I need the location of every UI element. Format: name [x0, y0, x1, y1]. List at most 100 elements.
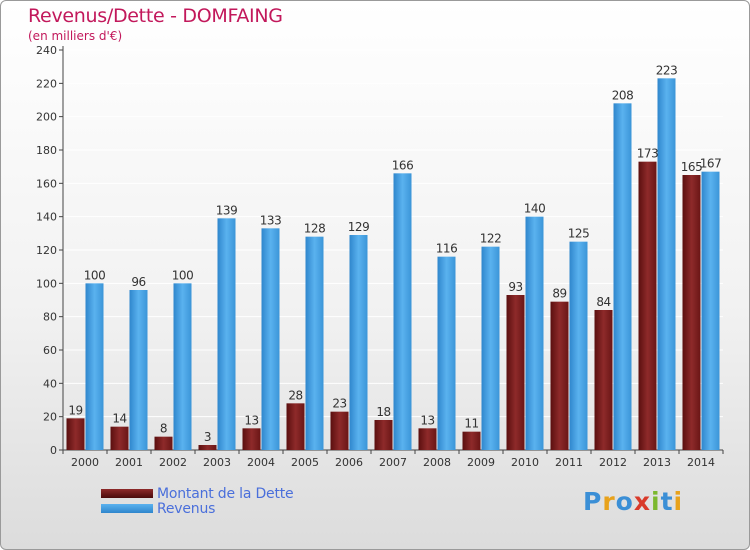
bar-dette-2014: [682, 175, 701, 450]
data-label-dette-2011: 89: [552, 287, 566, 301]
x-tick-label: 2013: [643, 456, 671, 469]
x-tick-label: 2006: [335, 456, 363, 469]
data-label-dette-2012: 84: [596, 295, 610, 309]
data-label-dette-2000: 19: [68, 403, 82, 417]
x-tick-label: 2001: [115, 456, 143, 469]
legend-label-dette: Montant de la Dette: [157, 485, 294, 502]
y-tick-label: 100: [36, 277, 57, 290]
logo-letter: x: [633, 487, 651, 516]
bar-revenus-2010: [525, 216, 544, 450]
bar-dette-2001: [110, 426, 129, 450]
data-label-revenus-2014: 167: [700, 157, 721, 171]
data-label-dette-2005: 28: [288, 388, 302, 402]
bar-revenus-2007: [393, 173, 412, 451]
data-label-revenus-2003: 139: [216, 203, 237, 217]
data-label-dette-2004: 13: [244, 413, 258, 427]
data-label-revenus-2009: 122: [480, 232, 501, 246]
bar-revenus-2003: [217, 218, 236, 450]
bar-dette-2007: [374, 420, 393, 450]
bar-dette-2003: [198, 445, 217, 450]
chart-subtitle: (en milliers d'€): [28, 29, 123, 43]
bar-dette-2011: [550, 301, 569, 450]
bar-revenus-2000: [85, 283, 104, 450]
data-label-revenus-2012: 208: [612, 88, 633, 102]
legend-swatch-revenus: [101, 504, 153, 513]
y-tick-label: 40: [43, 377, 57, 390]
x-tick-label: 2009: [467, 456, 495, 469]
x-tick-label: 2011: [555, 456, 583, 469]
y-tick-label: 140: [36, 211, 57, 224]
x-tick-label: 2014: [687, 456, 715, 469]
logo-letter: P: [583, 487, 603, 516]
x-tick-label: 2012: [599, 456, 627, 469]
proxiti-logo: Proxiti: [583, 487, 683, 516]
legend-label-revenus: Revenus: [157, 500, 216, 517]
logo-letter: i: [651, 487, 661, 516]
data-label-revenus-2008: 116: [436, 242, 457, 256]
y-tick-label: 20: [43, 411, 57, 424]
data-label-dette-2010: 93: [508, 280, 522, 294]
x-tick-label: 2000: [71, 456, 99, 469]
bar-dette-2005: [286, 403, 305, 450]
y-tick-label: 240: [36, 44, 57, 57]
bar-revenus-2012: [613, 103, 632, 450]
y-tick-label: 120: [36, 244, 57, 257]
legend-swatch-dette: [101, 489, 153, 498]
bar-dette-2006: [330, 411, 349, 450]
logo-letter: t: [660, 487, 674, 516]
bar-dette-2012: [594, 310, 613, 450]
chart-title: Revenus/Dette - DOMFAING: [28, 5, 283, 27]
y-tick-label: 200: [36, 111, 57, 124]
data-label-revenus-2007: 166: [392, 158, 413, 172]
data-label-dette-2001: 14: [112, 412, 126, 426]
x-tick-label: 2010: [511, 456, 539, 469]
data-label-revenus-2001: 96: [131, 275, 145, 289]
data-label-dette-2006: 23: [332, 397, 346, 411]
x-tick-label: 2004: [247, 456, 275, 469]
bar-revenus-2005: [305, 236, 324, 450]
data-label-dette-2014: 165: [681, 160, 702, 174]
data-label-revenus-2006: 129: [348, 220, 369, 234]
legend: Montant de la Dette Revenus: [101, 485, 294, 517]
bar-revenus-2011: [569, 241, 588, 450]
bar-revenus-2014: [701, 171, 720, 450]
y-tick-label: 80: [43, 311, 57, 324]
data-label-revenus-2000: 100: [84, 268, 105, 282]
y-tick-label: 0: [50, 444, 57, 457]
y-tick-label: 60: [43, 344, 57, 357]
bar-dette-2013: [638, 161, 657, 450]
data-label-dette-2013: 173: [637, 147, 658, 161]
bar-dette-2004: [242, 428, 261, 450]
bar-revenus-2009: [481, 246, 500, 450]
x-tick-label: 2002: [159, 456, 187, 469]
data-label-dette-2002: 8: [160, 422, 167, 436]
legend-item-dette: Montant de la Dette: [101, 485, 294, 502]
data-label-revenus-2013: 223: [656, 63, 677, 77]
data-label-dette-2003: 3: [204, 430, 211, 444]
logo-letter: o: [615, 487, 634, 516]
data-label-revenus-2005: 128: [304, 222, 325, 236]
data-label-revenus-2010: 140: [524, 202, 545, 216]
x-tick-label: 2003: [203, 456, 231, 469]
logo-letter: r: [602, 487, 616, 516]
data-label-dette-2007: 18: [376, 405, 390, 419]
bar-revenus-2004: [261, 228, 280, 450]
data-label-revenus-2011: 125: [568, 227, 589, 241]
bar-revenus-2001: [129, 290, 148, 450]
bar-dette-2009: [462, 431, 481, 450]
y-tick-label: 160: [36, 177, 57, 190]
bar-dette-2008: [418, 428, 437, 450]
x-tick-label: 2008: [423, 456, 451, 469]
data-label-dette-2009: 11: [464, 417, 478, 431]
logo-letter: i: [673, 487, 684, 516]
bar-revenus-2013: [657, 78, 676, 450]
bar-dette-2002: [154, 436, 173, 450]
x-tick-label: 2005: [291, 456, 319, 469]
data-label-dette-2008: 13: [420, 413, 434, 427]
y-tick-label: 220: [36, 77, 57, 90]
bar-revenus-2002: [173, 283, 192, 450]
x-tick-label: 2007: [379, 456, 407, 469]
data-label-revenus-2002: 100: [172, 268, 193, 282]
